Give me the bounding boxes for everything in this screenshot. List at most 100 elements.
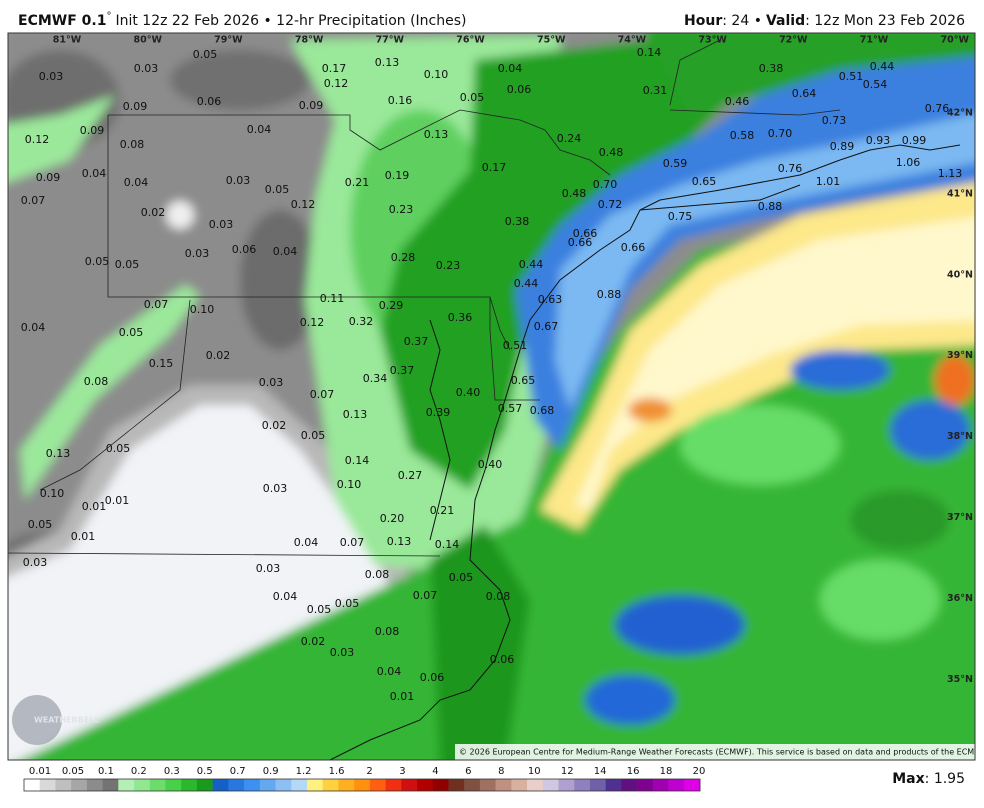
precip-value: 0.21: [430, 504, 455, 517]
latitude-label: 41°N: [947, 188, 973, 199]
color-cell: [212, 779, 229, 791]
precip-value: 0.28: [391, 251, 416, 264]
precip-value: 0.29: [379, 299, 404, 312]
hour-label: Hour: [684, 13, 722, 29]
precip-value: 0.17: [482, 161, 507, 174]
precip-value: 0.06: [420, 671, 445, 684]
color-cell: [652, 779, 669, 791]
precip-value: 0.12: [300, 316, 325, 329]
precip-value: 0.01: [390, 690, 415, 703]
color-bar-label: 20: [693, 766, 706, 777]
precip-value: 0.08: [84, 375, 109, 388]
precip-value: 0.48: [599, 146, 624, 159]
color-cell: [495, 779, 512, 791]
precip-value: 0.21: [345, 176, 370, 189]
precip-value: 0.07: [413, 589, 438, 602]
color-cell: [668, 779, 685, 791]
precip-value: 0.40: [478, 458, 503, 471]
color-bar-label: 18: [660, 766, 673, 777]
latitude-label: 38°N: [947, 431, 973, 442]
color-cell: [385, 779, 402, 791]
precip-value: 0.12: [324, 77, 349, 90]
precip-value: 0.03: [256, 562, 281, 575]
latitude-label: 42°N: [947, 108, 973, 119]
precip-value: 0.38: [505, 215, 530, 228]
max-text: Max: 1.95: [892, 771, 965, 787]
color-cell: [464, 779, 481, 791]
precip-value: 0.04: [498, 62, 523, 75]
color-cell: [401, 779, 418, 791]
max-value: : 1.95: [925, 771, 965, 787]
color-cell: [275, 779, 292, 791]
color-bar-label: 0.01: [29, 766, 51, 777]
color-bar-label: 2: [366, 766, 372, 777]
precip-field: [8, 33, 975, 760]
color-cell: [684, 779, 701, 791]
longitude-label: 70°W: [940, 35, 969, 46]
longitude-label: 75°W: [537, 35, 566, 46]
precip-value: 0.03: [134, 62, 159, 75]
header-left: ECMWF 0.1° Init 12z 22 Feb 2026 • 12-hr P…: [18, 11, 467, 29]
map-frame: [7, 32, 976, 761]
color-cell: [621, 779, 638, 791]
precip-value: 0.32: [349, 315, 374, 328]
latitude-label: 37°N: [947, 512, 973, 523]
precip-value: 0.70: [768, 127, 793, 140]
copyright-bg: [455, 744, 975, 760]
color-cell: [259, 779, 276, 791]
precip-value: 0.10: [424, 68, 449, 81]
precip-value: 0.59: [663, 157, 688, 170]
color-cell: [39, 779, 56, 791]
max-label: Max: [892, 771, 924, 787]
color-cell: [71, 779, 88, 791]
color-cell: [369, 779, 386, 791]
precip-value: 0.07: [310, 388, 335, 401]
latitude-label: 39°N: [947, 350, 973, 361]
precip-value: 0.05: [449, 571, 474, 584]
precip-value: 0.66: [621, 241, 646, 254]
precip-value: 0.65: [511, 374, 536, 387]
precip-value: 0.14: [435, 538, 460, 551]
color-cell: [196, 779, 213, 791]
precip-value: 0.09: [123, 100, 148, 113]
precip-value: 0.54: [863, 78, 888, 91]
color-bar-label: 1.2: [296, 766, 312, 777]
precip-value: 0.06: [490, 653, 515, 666]
precip-value: 1.13: [938, 167, 963, 180]
copyright: © 2026 European Centre for Medium-Range …: [459, 748, 984, 757]
precip-value: 0.13: [424, 128, 449, 141]
precip-value: 0.05: [265, 183, 290, 196]
precip-value: 0.65: [692, 175, 717, 188]
precip-value: 0.05: [335, 597, 360, 610]
precip-value: 0.04: [82, 167, 107, 180]
color-bar-label: 6: [465, 766, 471, 777]
precip-value: 0.07: [340, 536, 365, 549]
precip-value: 0.03: [259, 376, 284, 389]
precip-value: 0.06: [197, 95, 222, 108]
color-cell: [605, 779, 622, 791]
precip-value: 0.46: [725, 95, 750, 108]
logo-globe: [12, 695, 62, 745]
precip-value: 0.51: [839, 70, 864, 83]
precip-value: 0.03: [226, 174, 251, 187]
color-cell: [338, 779, 355, 791]
color-bar-label: 8: [498, 766, 504, 777]
precip-value: 0.73: [822, 114, 847, 127]
precip-value: 0.19: [385, 169, 410, 182]
color-bar-label: 0.5: [197, 766, 213, 777]
precip-value: 0.02: [206, 349, 231, 362]
precip-value: 0.05: [115, 258, 140, 271]
color-cell: [511, 779, 528, 791]
precip-value: 0.23: [389, 203, 414, 216]
precip-value: 0.04: [294, 536, 319, 549]
precip-value: 0.07: [21, 194, 46, 207]
precip-value: 0.76: [778, 162, 803, 175]
color-cell: [322, 779, 339, 791]
color-bar-label: 12: [561, 766, 574, 777]
valid-value: : 12z Mon 23 Feb 2026: [805, 13, 965, 29]
color-cell: [228, 779, 245, 791]
precip-value: 0.12: [25, 133, 50, 146]
color-bar-label: 14: [594, 766, 607, 777]
model: ECMWF 0.1: [18, 13, 106, 29]
header-right: Hour: 24 • Valid: 12z Mon 23 Feb 2026: [684, 13, 965, 29]
